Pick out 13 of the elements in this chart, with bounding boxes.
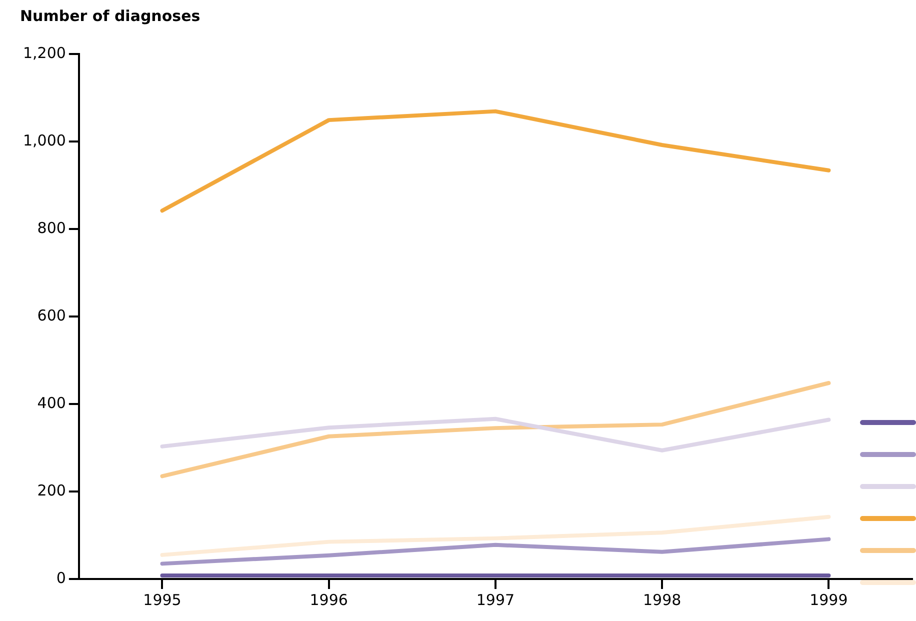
y-tick-label: 600 — [37, 306, 66, 324]
y-tick-label: 1,200 — [22, 44, 66, 62]
x-tick-label: 1995 — [143, 590, 182, 609]
y-tick-label: 0 — [56, 568, 66, 587]
y-tick-label: 200 — [37, 481, 66, 500]
x-tick-label: 1997 — [476, 590, 515, 609]
x-tick-label: 1998 — [642, 590, 682, 609]
y-tick-label: 800 — [37, 218, 66, 237]
y-axis-title: Number of diagnoses — [20, 6, 200, 25]
x-tick-label: 1999 — [810, 590, 848, 609]
y-tick-label: 400 — [37, 394, 66, 412]
x-tick-label: 1996 — [310, 590, 348, 609]
y-tick-label: 1,000 — [22, 131, 66, 150]
